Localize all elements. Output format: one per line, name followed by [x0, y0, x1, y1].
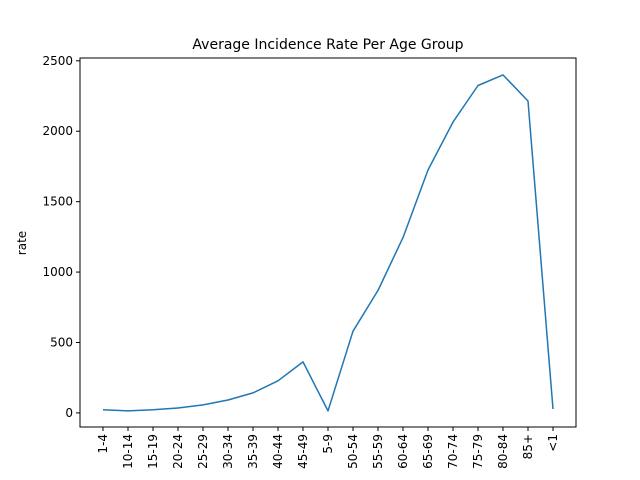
- y-axis: 0 500 1000 1500 2000 2500: [42, 54, 80, 420]
- x-tick-label: 60-64: [396, 434, 410, 469]
- y-tick-label: 1000: [42, 265, 73, 279]
- x-tick-label: 40-44: [271, 434, 285, 469]
- x-tick-label: 80-84: [496, 434, 510, 469]
- x-tick-label: 30-34: [221, 434, 235, 469]
- x-tick-label: 1-4: [96, 434, 110, 454]
- plot-background: [80, 58, 576, 427]
- y-axis-label: rate: [15, 231, 29, 255]
- x-tick-label: 5-9: [321, 434, 335, 454]
- plot-frame: [79, 57, 577, 428]
- y-tick-label: 2500: [42, 54, 73, 68]
- x-tick-label: 25-29: [196, 434, 210, 469]
- x-tick-label: 50-54: [346, 434, 360, 469]
- y-tick-label: 0: [65, 406, 73, 420]
- y-tick-label: 500: [50, 335, 73, 349]
- x-tick-label: 10-14: [121, 434, 135, 469]
- x-axis: 1-4 10-14 15-19 20-24 25-29 30-34 35-39 40-44 45…: [96, 427, 560, 469]
- series-layer: [102, 74, 554, 412]
- x-tick-label: 15-19: [146, 434, 160, 469]
- x-tick-label: <1: [546, 434, 560, 452]
- y-tick-label: 2000: [42, 124, 73, 138]
- y-tick-label: 1500: [42, 195, 73, 209]
- chart-title: Average Incidence Rate Per Age Group: [192, 37, 463, 53]
- x-tick-label: 45-49: [296, 434, 310, 469]
- x-tick-label: 70-74: [446, 434, 460, 469]
- x-tick-label: 55-59: [371, 434, 385, 469]
- x-tick-label: 20-24: [171, 434, 185, 469]
- series-line: [102, 74, 554, 412]
- x-tick-label: 65-69: [421, 434, 435, 469]
- x-tick-label: 35-39: [246, 434, 260, 469]
- x-tick-label: 85+: [521, 434, 535, 459]
- x-tick-label: 75-79: [471, 434, 485, 469]
